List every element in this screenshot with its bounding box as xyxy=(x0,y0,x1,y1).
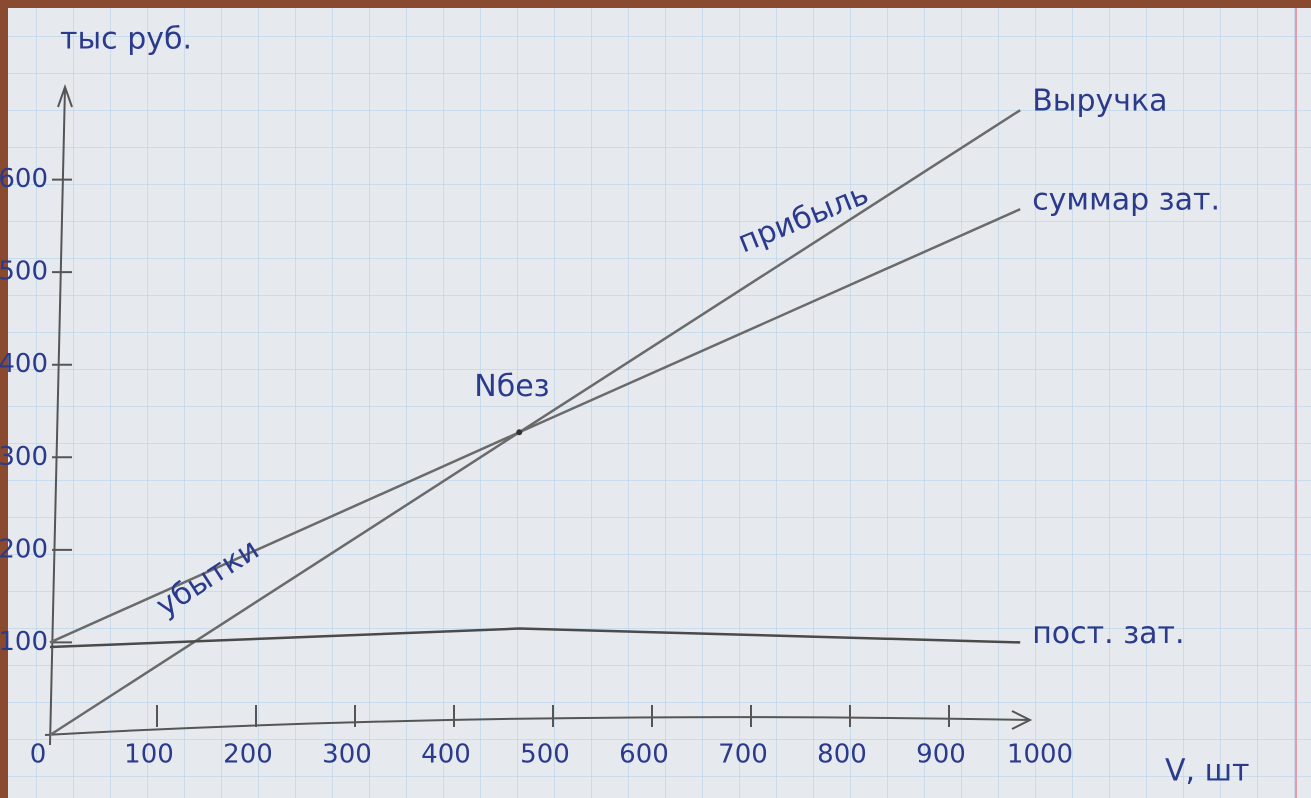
chart: 100 200 300 400 500 600 0 100 200 300 400 500 600 700… xyxy=(0,0,1311,798)
break-even-point xyxy=(516,429,522,435)
annotation: Nбез xyxy=(474,369,549,404)
y-tick-label: 400 xyxy=(0,349,48,379)
x-tick-label: 700 xyxy=(718,740,768,770)
x-tick-label: 100 xyxy=(124,740,174,770)
x-tick-label: 1000 xyxy=(1007,740,1073,770)
paper-grid xyxy=(8,8,1311,798)
series-label: Выручка xyxy=(1032,84,1167,119)
series-label: суммар зат. xyxy=(1032,183,1220,218)
x-tick-label: 400 xyxy=(421,740,471,770)
y-tick-label: 500 xyxy=(0,257,48,287)
x-tick-label: 500 xyxy=(520,740,570,770)
y-tick-label: 300 xyxy=(0,442,48,472)
x-tick-label: 800 xyxy=(817,740,867,770)
x-tick-label: 300 xyxy=(322,740,372,770)
y-tick-label: 200 xyxy=(0,534,48,564)
y-tick-label: 600 xyxy=(0,164,48,194)
x-tick-label: 200 xyxy=(223,740,273,770)
x-tick-label: 0 xyxy=(30,740,47,770)
series-label: пост. зат. xyxy=(1032,616,1184,651)
y-axis-label: тыс руб. xyxy=(60,22,192,57)
x-tick-label: 900 xyxy=(916,740,966,770)
y-tick-label: 100 xyxy=(0,627,48,657)
x-axis-label: V, шт xyxy=(1165,754,1250,789)
x-tick-label: 600 xyxy=(619,740,669,770)
